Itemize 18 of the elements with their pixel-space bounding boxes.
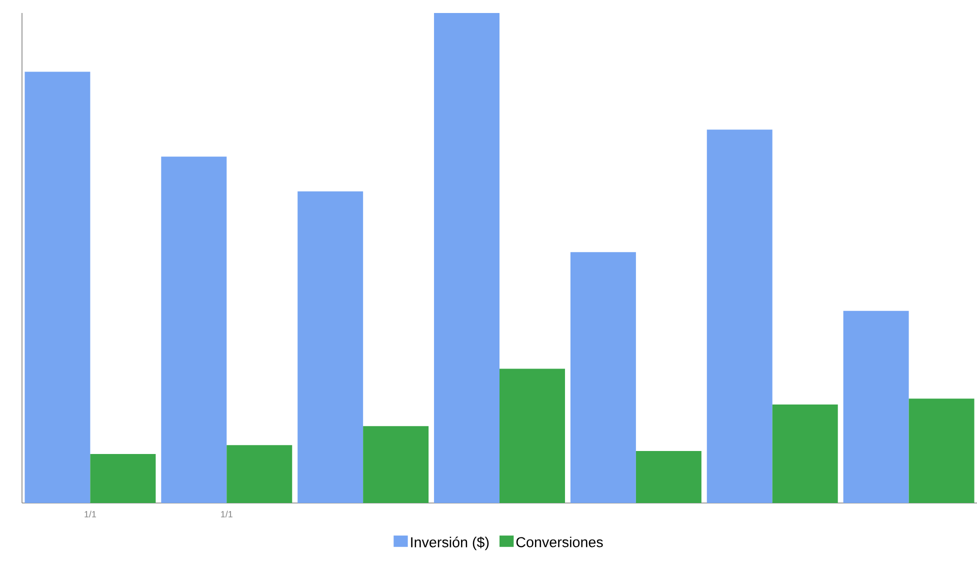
x-tick-label: 1/1 xyxy=(221,510,232,518)
bar xyxy=(298,191,364,503)
legend-label: Conversiones xyxy=(516,536,603,548)
bar xyxy=(434,12,500,503)
bar xyxy=(161,156,227,503)
bar xyxy=(90,454,156,503)
bar xyxy=(636,451,702,503)
bar xyxy=(500,368,565,503)
bar xyxy=(843,310,909,503)
bar xyxy=(772,404,838,503)
bar xyxy=(363,426,429,503)
bar xyxy=(706,130,772,503)
legend-label: Inversión ($) xyxy=(411,536,489,550)
bar xyxy=(226,445,292,503)
x-tick-label: 1/1 xyxy=(84,510,96,518)
bar xyxy=(570,252,636,503)
bar xyxy=(908,398,974,503)
bar xyxy=(24,72,90,503)
